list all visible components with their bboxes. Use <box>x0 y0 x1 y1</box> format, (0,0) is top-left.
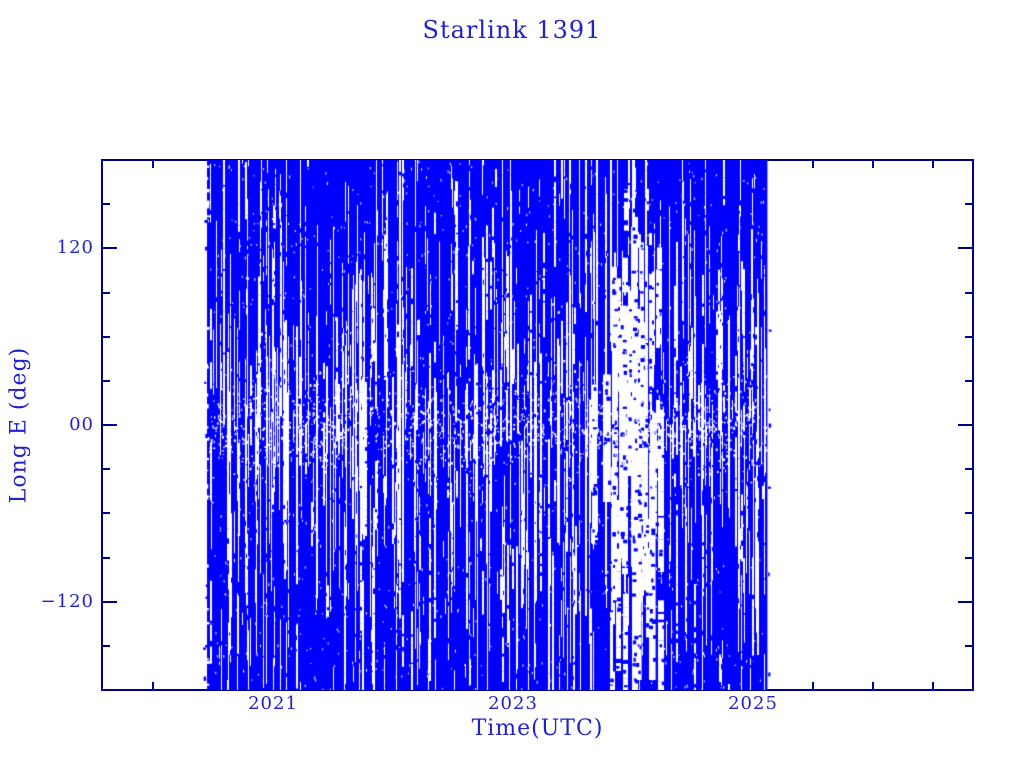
y-tick-label: 120 <box>56 237 94 258</box>
y-tick-label: 00 <box>69 414 94 435</box>
x-tick-label: 2023 <box>488 693 538 714</box>
chart-title: Starlink 1391 <box>422 16 602 44</box>
x-axis-title: Time(UTC) <box>471 716 604 741</box>
scatter-data-layer <box>102 160 973 690</box>
x-tick-label: 2025 <box>728 693 778 714</box>
y-tick-label: −120 <box>40 591 94 612</box>
x-tick-label: 2021 <box>248 693 298 714</box>
